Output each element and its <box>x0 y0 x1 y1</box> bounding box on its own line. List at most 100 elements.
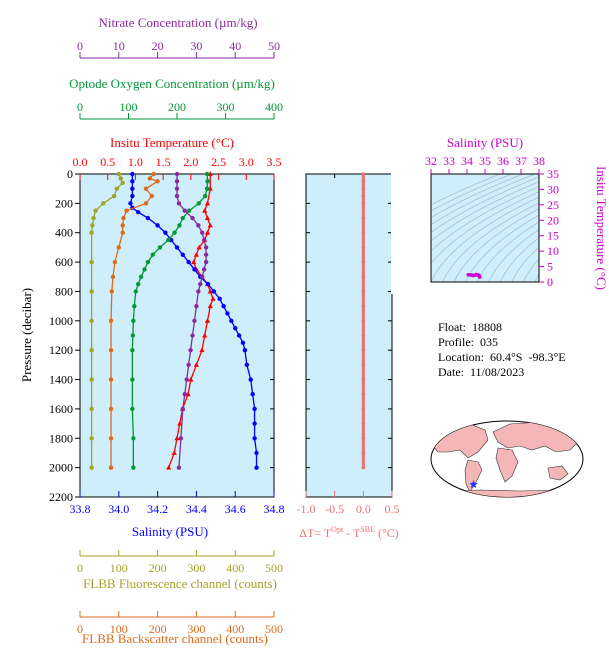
backscatter-point <box>120 223 125 228</box>
salinity-axis: 33.8 34.0 34.2 34.4 34.6 34.8 Salinity (PSU) <box>70 491 285 539</box>
axis-tick-label: 1.0 <box>128 155 143 169</box>
fluorescence-point <box>89 230 94 235</box>
fluorescence-point <box>114 186 120 191</box>
backscatter-point <box>149 193 154 199</box>
axis-tick-label: 0.0 <box>73 155 88 169</box>
ts-salinity-tick-label: 38 <box>533 154 545 168</box>
delta-t-point <box>361 319 366 323</box>
oxygen-point <box>130 377 135 382</box>
oxygen-point <box>131 318 136 324</box>
delta-t-point <box>361 186 366 191</box>
temperature-point <box>199 347 205 353</box>
ts-temperature-tick-label: 0 <box>547 275 553 289</box>
salinity-point <box>163 230 168 235</box>
oxygen-axis: Optode Oxygen Concentration (µm/kg) 0 100… <box>69 76 283 120</box>
salinity-point <box>136 209 141 215</box>
temperature-point <box>171 450 177 455</box>
dt-tick-label: 0.0 <box>356 502 371 516</box>
axis-tick-label: 300 <box>217 100 235 114</box>
oxygen-point <box>172 230 177 235</box>
temperature-axis-ticks: 0.0 0.5 1.0 1.5 2.0 2.5 3.0 3.5 <box>73 155 282 180</box>
pressure-tick-label: 2200 <box>49 490 73 504</box>
axis-tick-label: 30 <box>190 39 202 53</box>
backscatter-point <box>151 171 156 177</box>
oxygen-point <box>130 333 136 338</box>
oxygen-point <box>131 465 136 470</box>
landmass-africa <box>495 447 519 483</box>
oxygen-point <box>205 179 210 184</box>
fluorescence-point <box>89 289 94 294</box>
delta-t-panel-background <box>305 173 393 498</box>
location-lat: 60.4°S <box>489 350 523 364</box>
oxygen-point <box>131 436 136 441</box>
axis-tick-label: 34.6 <box>225 502 246 516</box>
delta-t-point <box>361 436 366 441</box>
salinity-point <box>248 377 253 382</box>
axis-tick-label: 200 <box>149 561 167 575</box>
axis-tick-label: 10 <box>113 39 125 53</box>
salinity-point <box>244 362 250 368</box>
ts-temperature-tick-label: 10 <box>547 244 559 258</box>
temperature-point <box>193 251 199 257</box>
ts-temperature-tick-label: 35 <box>547 167 559 181</box>
backscatter-point <box>147 176 153 181</box>
fluorescence-point <box>89 406 94 412</box>
profile-value: 035 <box>480 335 498 349</box>
temperature-point <box>204 200 211 206</box>
axis-tick-label: 3.5 <box>267 155 282 169</box>
oxygen-point <box>130 406 135 412</box>
fluorescence-point <box>89 377 94 382</box>
axis-tick-label: 34.0 <box>108 502 129 516</box>
oxygen-point <box>136 281 141 287</box>
nitrate-point <box>200 274 205 279</box>
nitrate-axis: Nitrate Concentration (µm/kg) 0 10 20 30 40 5… <box>77 15 280 59</box>
delta-t-point <box>361 451 366 455</box>
delta-t-point <box>361 421 366 426</box>
salinity-point <box>145 215 151 221</box>
salinity-point <box>205 281 211 287</box>
nitrate-point <box>192 318 197 324</box>
salinity-point <box>217 296 222 301</box>
salinity-point <box>229 318 234 324</box>
oxygen-point <box>196 201 202 206</box>
delta-t-point <box>361 392 366 397</box>
temperature-axis: Insitu Temperature (°C) 0.0 0.5 1.0 1.5 2.0 2… <box>73 135 282 180</box>
delta-t-axis-ticks: -1.0 -0.5 0.0 0.5 <box>297 174 400 516</box>
location-lon: -98.3°E <box>528 350 566 364</box>
backscatter-point <box>108 436 114 441</box>
pressure-axis-ticks: 0 200 400 600 800 1000 1200 1400 1600 1800 2000 220… <box>49 167 274 504</box>
salinity-point <box>250 392 255 397</box>
pressure-tick-label: 1400 <box>49 373 73 387</box>
salinity-point <box>252 406 257 412</box>
fluorescence-point <box>118 176 123 181</box>
nitrate-point <box>174 186 180 191</box>
delta-t-point <box>361 201 366 206</box>
temperature-line <box>168 174 214 468</box>
delta-t-point <box>361 348 366 352</box>
ts-density-contour <box>442 189 568 283</box>
oxygen-axis-ticks: 0 100 200 300 400 <box>77 100 283 119</box>
backscatter-point <box>108 347 114 353</box>
salinity-point <box>233 325 238 331</box>
dt-tick-label: -0.5 <box>325 502 344 516</box>
temperature-point <box>177 420 183 426</box>
axis-tick-label: 100 <box>120 100 138 114</box>
pressure-tick-label: 2000 <box>49 461 73 475</box>
pressure-axis-label: Pressure (decibar) <box>19 288 34 382</box>
nitrate-point <box>196 289 201 294</box>
axis-tick-label: 0.5 <box>100 155 115 169</box>
profile-info: Profile: 035 <box>432 320 498 350</box>
landmass-antarctica <box>438 489 581 497</box>
temperature-point <box>207 222 213 228</box>
ts-salinity-tick-label: 35 <box>479 154 491 168</box>
ts-temperature-axis-label: Insitu Temperature (°C) <box>594 166 609 290</box>
oxygen-point <box>150 252 155 257</box>
axis-tick-label: 34.4 <box>186 502 207 516</box>
nitrate-point <box>198 281 203 287</box>
temperature-point <box>202 207 208 213</box>
temperature-point <box>166 464 172 470</box>
salinity-point <box>130 171 135 177</box>
ts-salinity-tick-label: 32 <box>425 154 437 168</box>
